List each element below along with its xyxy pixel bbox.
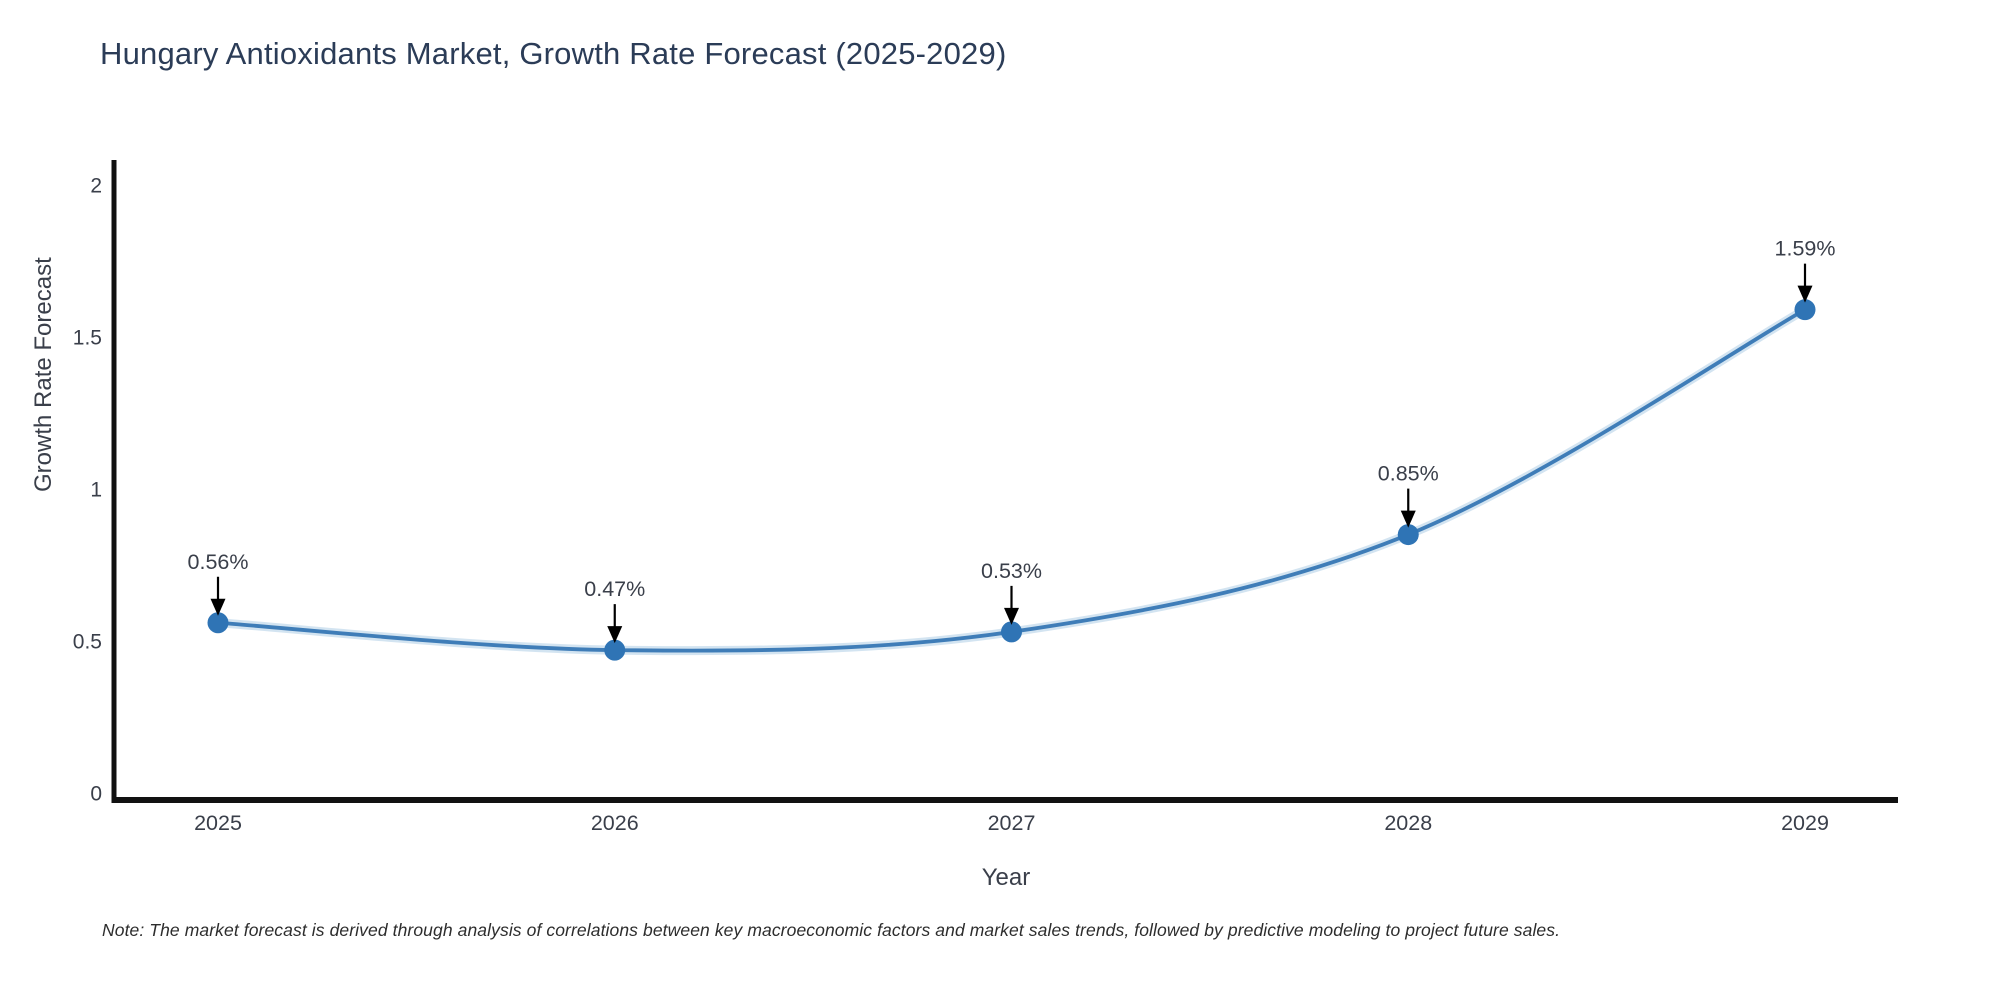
x-tick-label: 2025 (194, 811, 242, 835)
y-axis-spine (111, 160, 117, 803)
data-point-label: 0.85% (1378, 462, 1439, 486)
chart-title: Hungary Antioxidants Market, Growth Rate… (100, 36, 1007, 71)
annotation-arrow-head (1400, 510, 1416, 528)
data-point (604, 639, 626, 661)
footnote: Note: The market forecast is derived thr… (102, 920, 1561, 940)
annotation-arrow-head (1797, 285, 1813, 303)
y-tick-label: 2 (90, 175, 102, 198)
x-axis-title: Year (981, 864, 1031, 891)
x-tick-label: 2026 (591, 811, 639, 835)
x-axis-spine (111, 797, 1898, 803)
x-tick-label: 2029 (1781, 811, 1829, 835)
data-point (207, 612, 229, 634)
data-point (1001, 621, 1022, 643)
y-tick-label: 0.5 (73, 631, 102, 654)
data-point-label: 1.59% (1775, 237, 1836, 261)
y-tick-label: 0 (90, 783, 102, 806)
x-tick-label: 2027 (988, 811, 1036, 835)
data-point (1397, 524, 1419, 546)
data-point-label: 0.53% (981, 559, 1042, 583)
x-tick-label: 2028 (1384, 811, 1432, 835)
data-point-label: 0.47% (584, 577, 645, 601)
annotation-arrow-head (607, 626, 623, 644)
annotation-arrow-head (1004, 607, 1019, 625)
data-point-label: 0.56% (188, 550, 249, 574)
data-point (1794, 299, 1816, 321)
y-tick-label: 1.5 (73, 327, 102, 350)
annotation-arrow-head (210, 598, 226, 616)
y-tick-label: 1 (90, 479, 102, 502)
